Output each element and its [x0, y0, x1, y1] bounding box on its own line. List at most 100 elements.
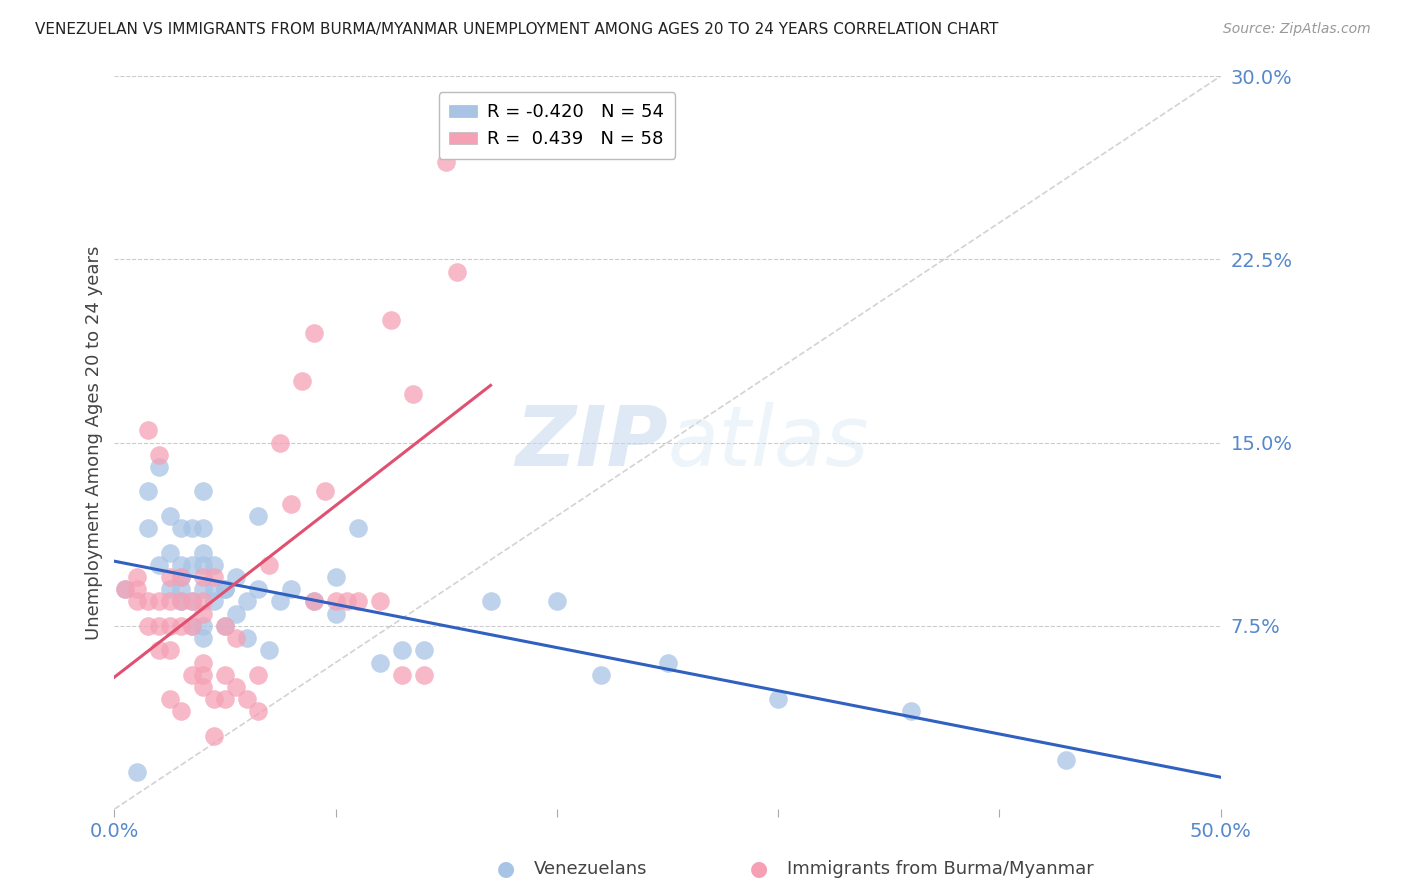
Point — [148, 643, 170, 657]
Point — [247, 582, 270, 597]
Point — [170, 705, 193, 719]
Point — [225, 570, 247, 584]
Point — [159, 582, 181, 597]
Point — [136, 619, 159, 633]
Point — [391, 643, 413, 657]
Point — [159, 643, 181, 657]
Point — [247, 667, 270, 681]
Point — [236, 594, 259, 608]
Point — [191, 521, 214, 535]
Point — [391, 667, 413, 681]
Point — [214, 582, 236, 597]
Point — [325, 607, 347, 621]
Point — [236, 631, 259, 645]
Point — [191, 582, 214, 597]
Point — [368, 656, 391, 670]
Point — [148, 594, 170, 608]
Point — [170, 570, 193, 584]
Point — [191, 607, 214, 621]
Point — [125, 570, 148, 584]
Point — [302, 594, 325, 608]
Point — [225, 631, 247, 645]
Point — [191, 680, 214, 694]
Point — [214, 692, 236, 706]
Point — [247, 508, 270, 523]
Point — [180, 667, 202, 681]
Point — [136, 594, 159, 608]
Point — [191, 667, 214, 681]
Point — [159, 570, 181, 584]
Point — [125, 582, 148, 597]
Text: atlas: atlas — [668, 402, 869, 483]
Point — [180, 619, 202, 633]
Text: ZIP: ZIP — [515, 402, 668, 483]
Point — [325, 594, 347, 608]
Point — [302, 594, 325, 608]
Point — [314, 484, 336, 499]
Text: Source: ZipAtlas.com: Source: ZipAtlas.com — [1223, 22, 1371, 37]
Point — [1054, 753, 1077, 767]
Point — [170, 582, 193, 597]
Point — [159, 508, 181, 523]
Legend: R = -0.420   N = 54, R =  0.439   N = 58: R = -0.420 N = 54, R = 0.439 N = 58 — [439, 93, 675, 159]
Point — [191, 484, 214, 499]
Point — [269, 435, 291, 450]
Point — [236, 692, 259, 706]
Point — [336, 594, 359, 608]
Point — [479, 594, 502, 608]
Point — [202, 692, 225, 706]
Point — [180, 594, 202, 608]
Text: Immigrants from Burma/Myanmar: Immigrants from Burma/Myanmar — [787, 860, 1094, 878]
Point — [191, 656, 214, 670]
Point — [280, 497, 302, 511]
Text: Venezuelans: Venezuelans — [534, 860, 648, 878]
Point — [202, 558, 225, 572]
Text: ●: ● — [751, 859, 768, 879]
Point — [413, 643, 436, 657]
Point — [202, 594, 225, 608]
Point — [125, 765, 148, 780]
Point — [214, 582, 236, 597]
Point — [191, 631, 214, 645]
Point — [402, 386, 425, 401]
Point — [125, 594, 148, 608]
Point — [368, 594, 391, 608]
Point — [413, 667, 436, 681]
Point — [214, 619, 236, 633]
Point — [591, 667, 613, 681]
Point — [191, 594, 214, 608]
Point — [191, 545, 214, 559]
Point — [214, 667, 236, 681]
Point — [159, 692, 181, 706]
Point — [214, 619, 236, 633]
Point — [446, 264, 468, 278]
Point — [180, 619, 202, 633]
Point — [191, 619, 214, 633]
Point — [191, 558, 214, 572]
Point — [180, 594, 202, 608]
Point — [259, 643, 281, 657]
Point — [325, 570, 347, 584]
Point — [159, 619, 181, 633]
Text: ●: ● — [498, 859, 515, 879]
Point — [148, 619, 170, 633]
Point — [136, 423, 159, 437]
Point — [546, 594, 568, 608]
Text: VENEZUELAN VS IMMIGRANTS FROM BURMA/MYANMAR UNEMPLOYMENT AMONG AGES 20 TO 24 YEA: VENEZUELAN VS IMMIGRANTS FROM BURMA/MYAN… — [35, 22, 998, 37]
Point — [202, 729, 225, 743]
Point — [114, 582, 136, 597]
Point — [225, 680, 247, 694]
Point — [457, 142, 479, 156]
Point — [170, 570, 193, 584]
Point — [202, 582, 225, 597]
Point — [766, 692, 789, 706]
Point — [202, 570, 225, 584]
Point — [159, 594, 181, 608]
Point — [291, 375, 314, 389]
Point — [136, 521, 159, 535]
Point — [346, 594, 368, 608]
Point — [225, 607, 247, 621]
Point — [434, 154, 457, 169]
Y-axis label: Unemployment Among Ages 20 to 24 years: Unemployment Among Ages 20 to 24 years — [86, 245, 103, 640]
Point — [148, 558, 170, 572]
